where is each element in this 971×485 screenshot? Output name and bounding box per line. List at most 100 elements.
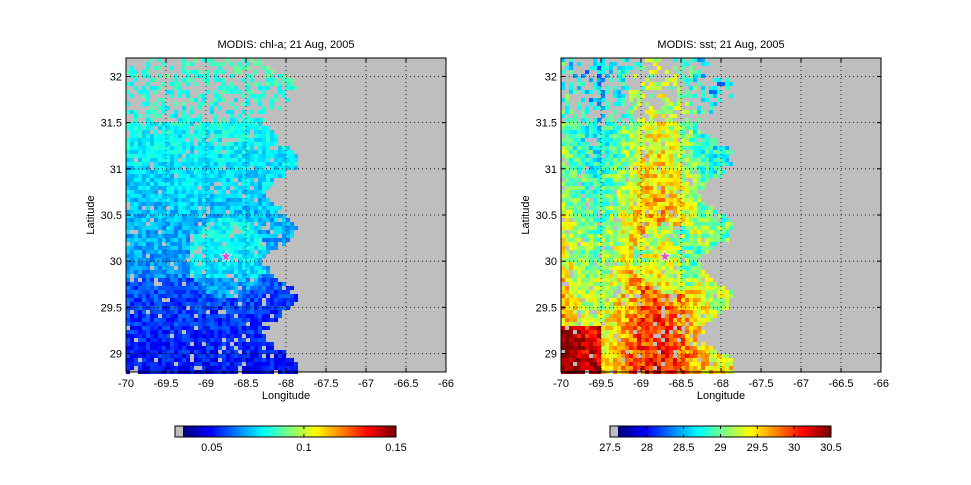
- field-cell: [126, 278, 130, 282]
- field-cell: [601, 330, 605, 334]
- field-cell: [230, 86, 234, 90]
- field-cell: [126, 158, 130, 162]
- field-cell: [258, 186, 262, 190]
- field-cell: [665, 334, 669, 338]
- field-cell: [146, 326, 150, 330]
- field-cell: [274, 158, 278, 162]
- field-cell: [162, 210, 166, 214]
- field-cell: [190, 318, 194, 322]
- field-cell: [146, 214, 150, 218]
- field-cell: [190, 182, 194, 186]
- field-cell: [210, 274, 214, 278]
- field-cell: [186, 214, 190, 218]
- field-cell: [290, 302, 294, 306]
- field-cell: [613, 178, 617, 182]
- field-cell: [629, 330, 633, 334]
- field-cell: [126, 262, 130, 266]
- field-cell: [621, 238, 625, 242]
- field-cell: [681, 142, 685, 146]
- field-cell: [202, 362, 206, 366]
- field-cell: [222, 174, 226, 178]
- field-cell: [669, 78, 673, 82]
- field-cell: [214, 342, 218, 346]
- field-cell: [689, 78, 693, 82]
- field-cell: [661, 282, 665, 286]
- field-cell: [130, 338, 134, 342]
- field-cell: [278, 294, 282, 298]
- field-cell: [585, 250, 589, 254]
- field-cell: [134, 146, 138, 150]
- field-cell: [162, 350, 166, 354]
- field-cell: [709, 306, 713, 310]
- field-cell: [629, 130, 633, 134]
- field-cell: [202, 150, 206, 154]
- field-cell: [194, 242, 198, 246]
- field-cell: [154, 246, 158, 250]
- field-cell: [238, 270, 242, 274]
- field-cell: [637, 162, 641, 166]
- field-cell: [294, 294, 298, 298]
- field-cell: [653, 226, 657, 230]
- field-cell: [649, 158, 653, 162]
- field-cell: [605, 254, 609, 258]
- field-cell: [593, 314, 597, 318]
- field-cell: [230, 250, 234, 254]
- field-cell: [581, 250, 585, 254]
- field-cell: [210, 254, 214, 258]
- field-cell: [621, 142, 625, 146]
- field-cell: [198, 298, 202, 302]
- field-cell: [673, 234, 677, 238]
- field-cell: [585, 158, 589, 162]
- field-cell: [178, 86, 182, 90]
- field-cell: [653, 310, 657, 314]
- field-cell: [226, 90, 230, 94]
- field-cell: [693, 246, 697, 250]
- field-cell: [609, 290, 613, 294]
- field-cell: [262, 234, 266, 238]
- field-cell: [637, 262, 641, 266]
- field-cell: [637, 202, 641, 206]
- colorbar-segment: [199, 426, 204, 437]
- field-cell: [721, 226, 725, 230]
- colorbar-segment: [326, 426, 330, 437]
- field-cell: [178, 134, 182, 138]
- field-cell: [673, 318, 677, 322]
- field-cell: [581, 246, 585, 250]
- field-cell: [617, 238, 621, 242]
- field-cell: [605, 282, 609, 286]
- field-cell: [621, 186, 625, 190]
- field-cell: [282, 174, 286, 178]
- field-cell: [146, 74, 150, 78]
- field-cell: [134, 262, 138, 266]
- field-cell: [601, 142, 605, 146]
- field-cell: [621, 242, 625, 246]
- field-cell: [617, 318, 621, 322]
- x-tick-label: -69.5: [153, 378, 178, 390]
- field-cell: [126, 122, 130, 126]
- field-cell: [721, 302, 725, 306]
- field-cell: [597, 118, 601, 122]
- field-cell: [266, 202, 270, 206]
- field-cell: [202, 130, 206, 134]
- field-cell: [134, 130, 138, 134]
- field-cell: [226, 130, 230, 134]
- field-cell: [206, 218, 210, 222]
- field-cell: [142, 294, 146, 298]
- field-cell: [633, 198, 637, 202]
- field-cell: [689, 230, 693, 234]
- field-cell: [174, 306, 178, 310]
- field-cell: [573, 250, 577, 254]
- field-cell: [174, 238, 178, 242]
- field-cell: [673, 258, 677, 262]
- field-cell: [174, 194, 178, 198]
- field-cell: [585, 278, 589, 282]
- field-cell: [206, 282, 210, 286]
- colorbar-segment: [196, 426, 201, 437]
- field-cell: [158, 254, 162, 258]
- field-cell: [697, 262, 701, 266]
- field-cell: [561, 230, 565, 234]
- field-cell: [154, 334, 158, 338]
- field-cell: [597, 198, 601, 202]
- field-cell: [170, 178, 174, 182]
- field-cell: [593, 318, 597, 322]
